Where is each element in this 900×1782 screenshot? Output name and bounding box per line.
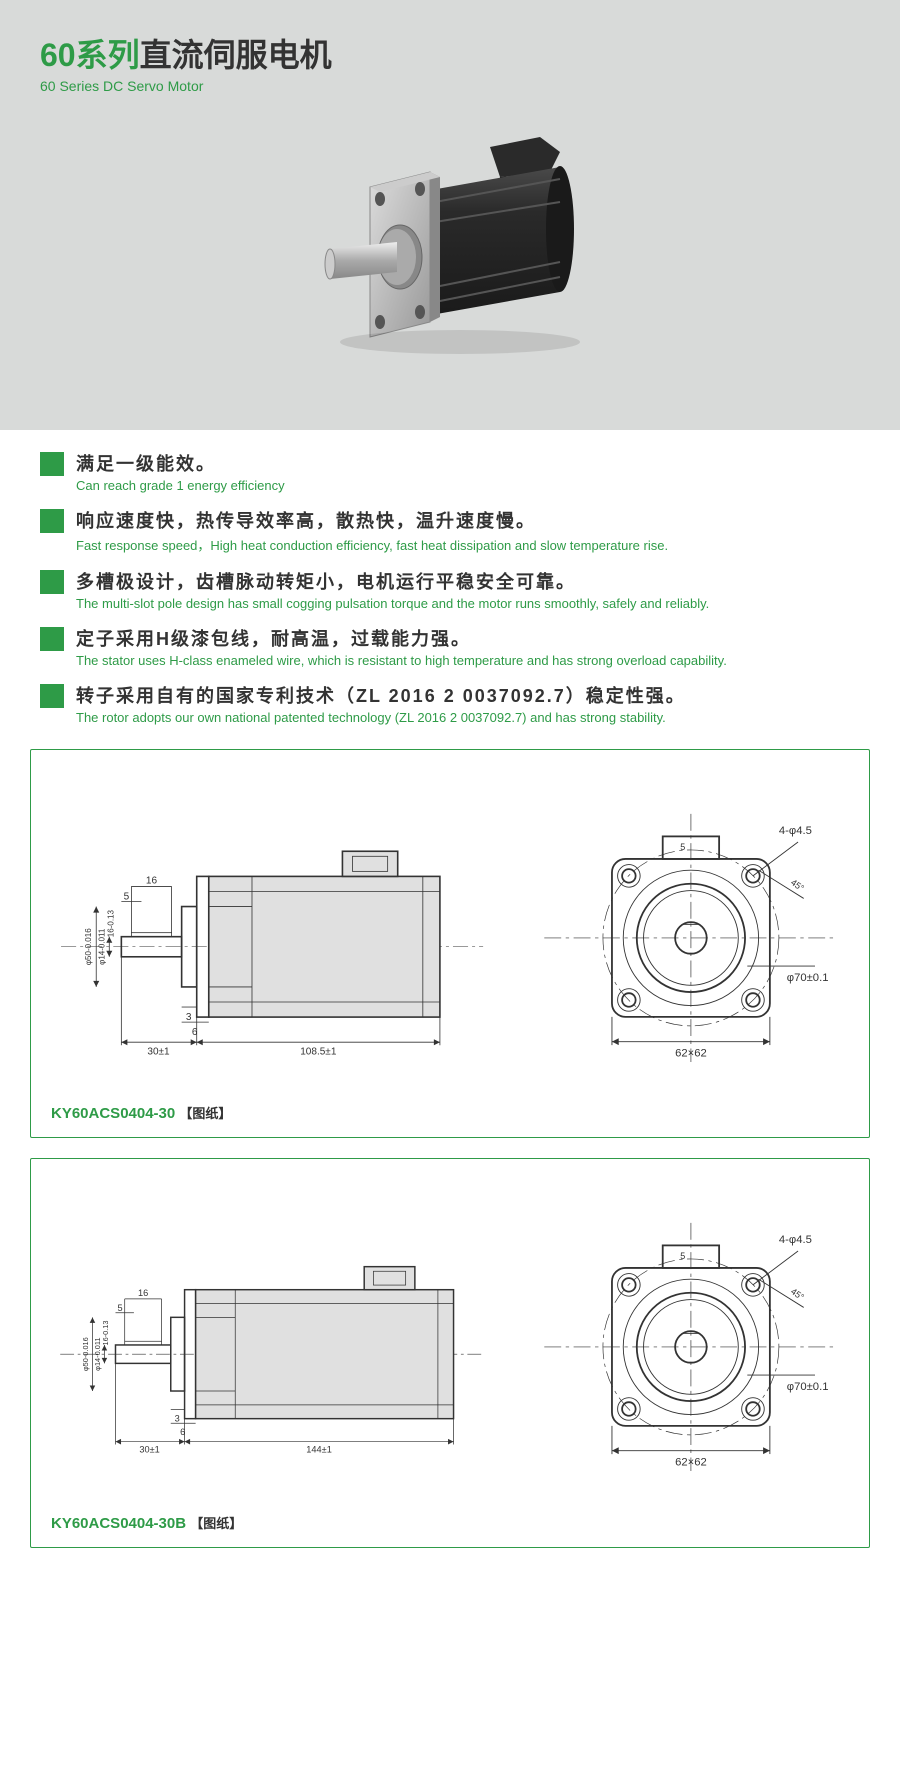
svg-text:φ70±0.1: φ70±0.1 bbox=[787, 1381, 829, 1393]
feature-item: 定子采用H级漆包线，耐高温，过载能力强。 The stator uses H-c… bbox=[40, 625, 860, 668]
bullet-icon bbox=[40, 452, 64, 476]
subtitle-en: 60 Series DC Servo Motor bbox=[40, 78, 860, 94]
title-suffix: 直流伺服电机 bbox=[140, 30, 332, 76]
feature-en: The stator uses H-class enameled wire, w… bbox=[76, 653, 860, 668]
feature-cn: 响应速度快，热传导效率高，散热快，温升速度慢。 bbox=[76, 507, 860, 533]
svg-text:16-0.13: 16-0.13 bbox=[106, 909, 115, 937]
front-view-drawing: 4-φ4.5 5 45° φ70±0.1 62×62 bbox=[533, 780, 849, 1073]
drawing-label-main: KY60ACS0404-30B bbox=[51, 1515, 186, 1532]
svg-text:108.5±1: 108.5±1 bbox=[300, 1046, 337, 1057]
drawings-section: φ50-0.016 φ14-0.011 16-0.13 16 5 3 6 bbox=[0, 749, 900, 1598]
drawing-label: KY60ACS0404-30B 【图纸】 bbox=[51, 1513, 849, 1532]
bullet-icon bbox=[40, 570, 64, 594]
svg-text:φ14-0.011: φ14-0.011 bbox=[97, 928, 106, 965]
svg-text:62×62: 62×62 bbox=[675, 1457, 707, 1469]
svg-text:4-φ4.5: 4-φ4.5 bbox=[779, 825, 812, 837]
front-view-drawing: 4-φ4.5 5 45° φ70±0.1 62×62 bbox=[533, 1189, 849, 1482]
feature-item: 响应速度快，热传导效率高，散热快，温升速度慢。 Fast response sp… bbox=[40, 507, 860, 554]
feature-cn: 满足一级能效。 bbox=[76, 450, 860, 476]
motor-render bbox=[290, 117, 610, 357]
drawing-label-main: KY60ACS0404-30 bbox=[51, 1105, 175, 1122]
title-prefix: 60系列 bbox=[40, 30, 140, 76]
svg-text:φ50-0.016: φ50-0.016 bbox=[84, 928, 93, 965]
title-row: 60系列 直流伺服电机 bbox=[40, 30, 860, 76]
svg-text:5: 5 bbox=[680, 1251, 685, 1261]
feature-item: 转子采用自有的国家专利技术（ZL 2016 2 0037092.7）稳定性强。 … bbox=[40, 682, 860, 725]
drawing-box-1: φ50-0.016 φ14-0.011 16-0.13 16 5 3 6 bbox=[30, 749, 870, 1138]
svg-text:5: 5 bbox=[680, 842, 685, 852]
drawing-box-2: φ50-0.016 φ14-0.011 16-0.13 16 5 3 6 30±… bbox=[30, 1158, 870, 1547]
svg-text:3: 3 bbox=[175, 1414, 180, 1424]
svg-text:φ50-0.016: φ50-0.016 bbox=[81, 1337, 90, 1371]
feature-en: The multi-slot pole design has small cog… bbox=[76, 596, 860, 611]
hero-section: 60系列 直流伺服电机 60 Series DC Servo Motor bbox=[0, 0, 900, 430]
svg-text:5: 5 bbox=[124, 891, 130, 902]
svg-text:144±1: 144±1 bbox=[306, 1445, 332, 1455]
feature-item: 多槽极设计，齿槽脉动转矩小，电机运行平稳安全可靠。 The multi-slot… bbox=[40, 568, 860, 611]
svg-text:16: 16 bbox=[138, 1288, 148, 1298]
drawing-label-suffix: 【图纸】 bbox=[190, 1516, 242, 1531]
svg-text:16-0.13: 16-0.13 bbox=[101, 1321, 110, 1346]
feature-en: The rotor adopts our own national patent… bbox=[76, 710, 860, 725]
svg-text:3: 3 bbox=[186, 1012, 192, 1023]
svg-text:φ70±0.1: φ70±0.1 bbox=[787, 972, 829, 984]
feature-cn: 定子采用H级漆包线，耐高温，过载能力强。 bbox=[76, 625, 860, 651]
svg-text:5: 5 bbox=[118, 1303, 123, 1313]
bullet-icon bbox=[40, 684, 64, 708]
bullet-icon bbox=[40, 627, 64, 651]
svg-text:16: 16 bbox=[146, 875, 158, 886]
svg-text:4-φ4.5: 4-φ4.5 bbox=[779, 1234, 812, 1246]
features-list: 满足一级能效。 Can reach grade 1 energy efficie… bbox=[0, 430, 900, 749]
svg-text:30±1: 30±1 bbox=[139, 1445, 159, 1455]
feature-item: 满足一级能效。 Can reach grade 1 energy efficie… bbox=[40, 450, 860, 493]
feature-cn: 转子采用自有的国家专利技术（ZL 2016 2 0037092.7）稳定性强。 bbox=[76, 682, 860, 708]
drawing-label: KY60ACS0404-30 【图纸】 bbox=[51, 1103, 849, 1122]
feature-cn: 多槽极设计，齿槽脉动转矩小，电机运行平稳安全可靠。 bbox=[76, 568, 860, 594]
feature-en: Can reach grade 1 energy efficiency bbox=[76, 478, 860, 493]
side-view-drawing: φ50-0.016 φ14-0.011 16-0.13 16 5 3 6 bbox=[51, 796, 493, 1057]
svg-text:30±1: 30±1 bbox=[147, 1046, 170, 1057]
drawing-label-suffix: 【图纸】 bbox=[179, 1106, 231, 1121]
side-view-drawing: φ50-0.016 φ14-0.011 16-0.13 16 5 3 6 30±… bbox=[51, 1216, 493, 1456]
svg-text:62×62: 62×62 bbox=[675, 1047, 707, 1059]
bullet-icon bbox=[40, 509, 64, 533]
feature-en: Fast response speed，High heat conduction… bbox=[76, 535, 860, 554]
